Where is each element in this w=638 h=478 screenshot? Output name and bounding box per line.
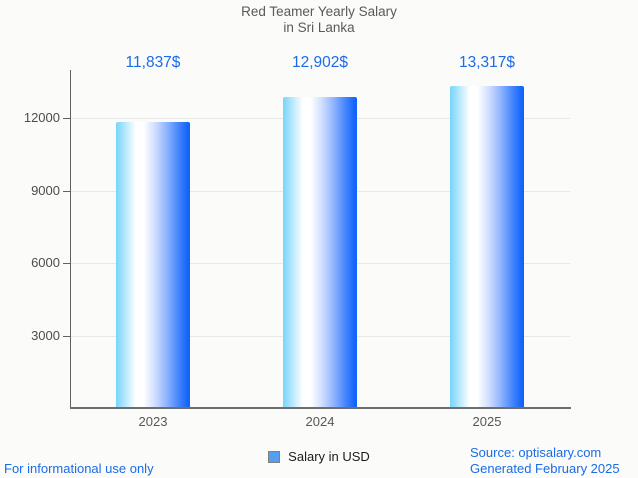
bar-value-label: 13,317$ [458,54,516,71]
footer-source-link[interactable]: Source: optisalary.com [470,445,602,460]
x-axis-line [70,407,571,409]
x-tick-label: 2024 [305,414,335,429]
bar-value-label: 11,837$ [125,54,181,71]
x-tick-label: 2023 [138,414,168,429]
chart-subtitle: in Sri Lanka [283,19,355,35]
chart-title: Red Teamer Yearly Salary [241,4,397,19]
y-tick-label: 3000 [31,328,60,343]
footer-source-block: Source: optisalary.com Generated Februar… [470,445,620,476]
bar-value-label: 12,902$ [291,54,349,71]
y-axis-line [70,70,71,408]
footer-generated-date: Generated February 2025 [470,460,620,476]
y-tick [63,191,70,192]
x-tick-label: 2025 [472,414,502,429]
chart-title-block: Red Teamer Yearly Salary in Sri Lanka [0,4,638,35]
y-tick-label: 6000 [31,255,60,270]
y-tick [63,263,70,264]
legend-label: Salary in USD [288,449,370,464]
y-tick [63,118,70,119]
y-tick-label: 12000 [23,110,60,125]
legend: Salary in USD [0,449,638,464]
bar [116,122,190,407]
y-tick-label: 9000 [31,183,60,198]
legend-swatch-icon [268,450,281,463]
bar [450,86,524,407]
footer-disclaimer: For informational use only [4,461,154,476]
bar [283,97,357,407]
y-tick [63,336,70,337]
